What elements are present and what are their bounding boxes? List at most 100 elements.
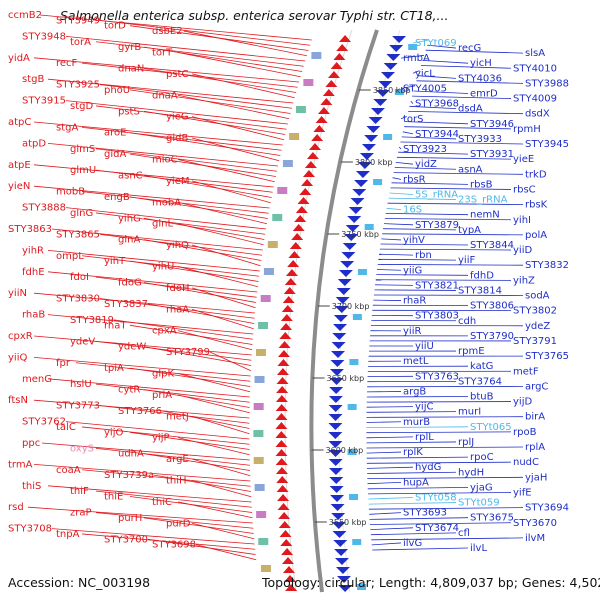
gene-label-16s[interactable]: 16S	[403, 205, 422, 216]
gene-label-cytr[interactable]: cytR	[118, 385, 140, 396]
gene-label-thic[interactable]: thiC	[152, 497, 172, 508]
gene-label-rhab[interactable]: rhaB	[22, 310, 45, 321]
gene-label-sty3765[interactable]: STY3765	[525, 351, 569, 362]
gene-label-yijp[interactable]: yijP	[152, 433, 170, 444]
gene-label-sty3773[interactable]: STY3773	[56, 401, 100, 412]
gene-label-dsdx[interactable]: dsdX	[525, 109, 550, 120]
gene-label-sty3945[interactable]: STY3945	[525, 139, 569, 150]
gene-label-styt069[interactable]: STYt069	[415, 38, 457, 49]
gene-label-sty3988[interactable]: STY3988	[525, 78, 569, 89]
gene-label-yijo[interactable]: yijO	[104, 427, 123, 438]
gene-label-tors[interactable]: torS	[403, 114, 424, 125]
gene-label-tpia[interactable]: tpiA	[104, 363, 124, 374]
gene-label-ilvm[interactable]: ilvM	[525, 533, 545, 544]
gene-label-sty3819[interactable]: STY3819	[70, 315, 114, 326]
gene-label-rhat[interactable]: rhaT	[104, 320, 127, 331]
gene-label-rbn[interactable]: rbn	[415, 250, 432, 261]
gene-label-rpmh[interactable]: rpmH	[513, 124, 541, 135]
gene-label-trkd[interactable]: trkD	[525, 169, 547, 180]
gene-label-muri[interactable]: murI	[458, 407, 481, 418]
gene-label-sty3821[interactable]: STY3821	[415, 280, 459, 291]
gene-label-slsa[interactable]: slsA	[525, 48, 545, 59]
gene-label-bira[interactable]: birA	[525, 412, 545, 423]
gene-label-recg[interactable]: recG	[458, 43, 481, 54]
gene-label-sty4009[interactable]: STY4009	[513, 94, 557, 105]
gene-label-ydew[interactable]: ydeW	[118, 342, 146, 353]
gene-label-yiig[interactable]: yiiG	[403, 265, 422, 276]
gene-label-sty3832[interactable]: STY3832	[525, 260, 569, 271]
gene-label-yihv[interactable]: yihV	[403, 235, 425, 246]
gene-label-23s_rrna[interactable]: 23S_rRNA	[458, 195, 508, 206]
gene-label-asna[interactable]: asnA	[458, 164, 483, 175]
gene-label-yihz[interactable]: yihZ	[513, 275, 535, 286]
gene-label-tort[interactable]: torT	[152, 47, 173, 58]
gene-label-yiee[interactable]: yieE	[513, 154, 534, 165]
gene-label-sty3948[interactable]: STY3948	[22, 31, 66, 42]
gene-label-sty3700[interactable]: STY3700	[104, 534, 148, 545]
gene-label-mobb[interactable]: mobB	[56, 187, 85, 198]
gene-label-rbsb[interactable]: rbsB	[470, 179, 493, 190]
gene-label-yijc[interactable]: yijC	[415, 402, 433, 413]
gene-label-sty3766[interactable]: STY3766	[118, 406, 162, 417]
gene-label-sty3791[interactable]: STY3791	[513, 336, 557, 347]
gene-label-yjag[interactable]: yjaG	[470, 482, 493, 493]
gene-label-yicl[interactable]: yicL	[415, 68, 435, 79]
gene-label-engb[interactable]: engB	[104, 192, 130, 203]
gene-label-rbsr[interactable]: rbsR	[403, 174, 426, 185]
gene-label-emrd[interactable]: emrD	[470, 89, 498, 100]
gene-label-purd[interactable]: purD	[166, 518, 191, 529]
gene-label-yihr[interactable]: yihR	[22, 245, 44, 256]
gene-label-stgd[interactable]: stgD	[70, 101, 93, 112]
gene-label-dsda[interactable]: dsdA	[458, 104, 483, 115]
gene-label-asnc[interactable]: asnC	[118, 171, 143, 182]
gene-label-rpob[interactable]: rpoB	[513, 427, 537, 438]
gene-label-sty4010[interactable]: STY4010	[513, 63, 557, 74]
gene-label-rbsc[interactable]: rbsC	[513, 184, 536, 195]
gene-label-yiif[interactable]: yiiF	[458, 255, 475, 266]
gene-label-btub[interactable]: btuB	[470, 392, 494, 403]
gene-label-ilvl[interactable]: ilvL	[470, 543, 487, 554]
gene-label-ccmb2[interactable]: ccmB2	[8, 10, 42, 21]
gene-label-yiiu[interactable]: yiiU	[415, 341, 434, 352]
gene-label-sty3925[interactable]: STY3925	[56, 80, 100, 91]
gene-label-stga[interactable]: stgA	[56, 122, 78, 133]
gene-label-yiir[interactable]: yiiR	[403, 326, 421, 337]
gene-label-fdoh[interactable]: fdoH	[166, 283, 190, 294]
gene-label-tora[interactable]: torA	[70, 37, 91, 48]
gene-label-purh[interactable]: purH	[118, 513, 142, 524]
gene-label-cfl[interactable]: cfl	[458, 528, 470, 539]
gene-label-glmu[interactable]: glmU	[70, 165, 96, 176]
gene-label-katg[interactable]: katG	[470, 361, 493, 372]
gene-label-gyrb[interactable]: gyrB	[118, 42, 141, 53]
gene-label-rpll[interactable]: rplL	[415, 432, 434, 443]
gene-label-sty3923[interactable]: STY3923	[403, 144, 447, 155]
gene-label-yihu[interactable]: yihU	[152, 261, 174, 272]
gene-label-styt058[interactable]: STYt058	[415, 493, 457, 504]
gene-label-yien[interactable]: yieN	[8, 181, 30, 192]
gene-label-rpla[interactable]: rplA	[525, 442, 545, 453]
gene-label-rplk[interactable]: rplK	[403, 447, 423, 458]
gene-label-ompl[interactable]: ompL	[56, 251, 84, 262]
gene-label-psts[interactable]: pstS	[118, 106, 140, 117]
gene-label-sty3931[interactable]: STY3931	[470, 149, 514, 160]
gene-label-coaa[interactable]: coaA	[56, 465, 81, 476]
gene-label-sty3790[interactable]: STY3790	[470, 331, 514, 342]
gene-label-fdog[interactable]: fdoG	[118, 278, 142, 289]
gene-label-styt059[interactable]: STYt059	[458, 498, 500, 509]
gene-label-arge[interactable]: argE	[166, 454, 189, 465]
gene-label-yihq[interactable]: yihQ	[166, 240, 189, 251]
gene-label-recf[interactable]: recF	[56, 58, 78, 69]
gene-label-yihg[interactable]: yihG	[118, 213, 141, 224]
gene-label-udha[interactable]: udhA	[118, 449, 144, 460]
gene-label-yife[interactable]: yifE	[513, 487, 532, 498]
gene-label-thih[interactable]: thiH	[166, 475, 187, 486]
gene-label-aroe[interactable]: aroE	[104, 128, 126, 139]
gene-label-ppc[interactable]: ppc	[22, 438, 40, 449]
gene-label-rpoc[interactable]: rpoC	[470, 452, 494, 463]
gene-label-sty3802[interactable]: STY3802	[513, 306, 557, 317]
gene-label-murb[interactable]: murB	[403, 417, 430, 428]
gene-label-sty3949[interactable]: STY3949	[56, 15, 100, 26]
gene-label-sty4005[interactable]: STY4005	[403, 83, 447, 94]
gene-label-hydh[interactable]: hydH	[458, 467, 484, 478]
